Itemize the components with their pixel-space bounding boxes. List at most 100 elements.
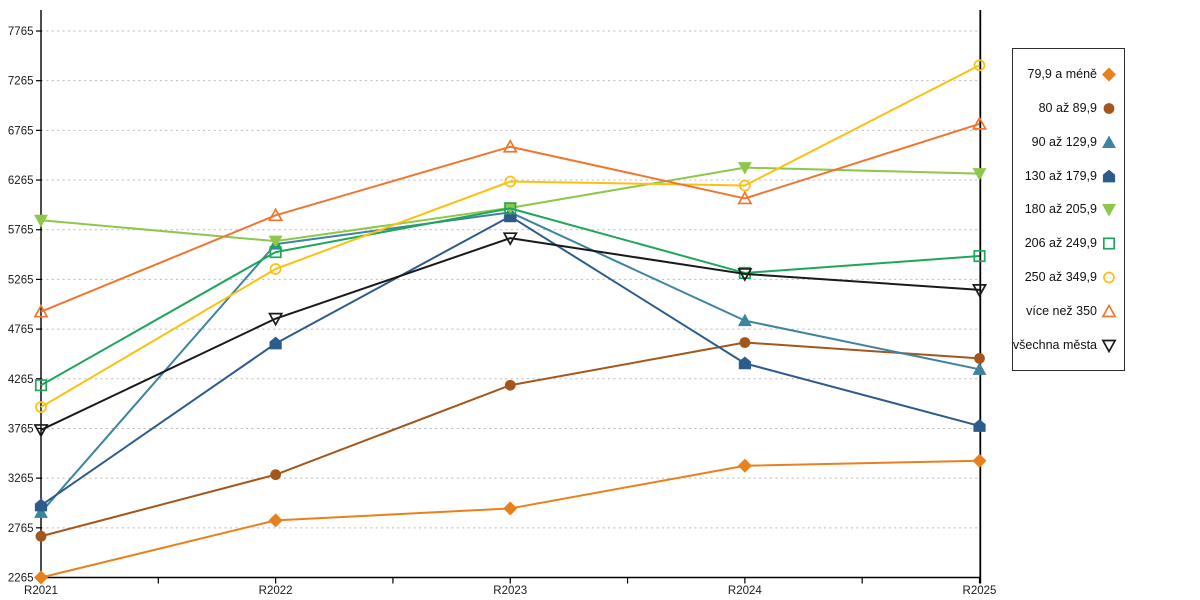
legend-item-label: 80 až 89,9 bbox=[1038, 100, 1097, 115]
series-triangle-down bbox=[34, 162, 987, 249]
circle-open-marker-icon bbox=[1103, 271, 1115, 284]
series-line bbox=[40, 122, 980, 313]
square-open-marker-icon bbox=[504, 202, 517, 215]
series-diamond bbox=[33, 453, 987, 585]
circle-marker-icon bbox=[1103, 102, 1115, 114]
circle-open-marker-icon bbox=[504, 175, 517, 188]
triangle-down-open-marker-icon bbox=[268, 312, 284, 327]
legend-item: 79,9 a méně bbox=[1016, 66, 1117, 82]
y-axis-tick-label: 2265 bbox=[8, 573, 34, 585]
series-triangle-down-open bbox=[33, 232, 988, 438]
circle-marker-icon bbox=[1103, 102, 1115, 114]
triangle-up-marker-icon bbox=[34, 505, 48, 518]
triangle-up-marker-icon bbox=[1102, 135, 1116, 148]
y-axis-tick-label: 3765 bbox=[8, 423, 34, 435]
y-axis-tick-label: 5765 bbox=[8, 225, 34, 237]
triangle-up-marker-icon bbox=[737, 313, 752, 327]
triangle-down-marker-icon bbox=[1102, 204, 1116, 217]
x-axis-tick-label: R2021 bbox=[24, 585, 58, 597]
x-axis: R2021 R2022 R2023 R2024 R2025 bbox=[24, 577, 997, 597]
axes bbox=[40, 10, 982, 584]
series-circle bbox=[35, 337, 985, 542]
y-axis: 2265 2765 3265 3765 4265 4765 5265 5765 6265 6765… bbox=[8, 26, 42, 585]
triangle-down-marker-icon bbox=[972, 168, 987, 181]
series-circle-open bbox=[35, 59, 986, 413]
legend-item: 130 až 179,9 bbox=[1016, 168, 1117, 184]
series-line bbox=[40, 237, 980, 431]
triangle-up-open-marker-icon bbox=[1101, 303, 1117, 318]
series-line bbox=[40, 207, 980, 387]
y-axis-tick-label: 6265 bbox=[8, 175, 34, 187]
triangle-down-open-marker-icon bbox=[33, 424, 49, 438]
square-open-marker-icon bbox=[34, 379, 48, 392]
y-axis-tick-label: 5265 bbox=[8, 274, 34, 286]
circle-marker-icon bbox=[35, 530, 47, 542]
y-axis-tick-label: 4265 bbox=[8, 374, 34, 386]
triangle-up-open-marker-icon bbox=[971, 116, 988, 130]
legend-item: 250 až 349,9 bbox=[1016, 269, 1117, 285]
triangle-down-marker-icon bbox=[1102, 204, 1116, 217]
x-axis-tick-label: R2022 bbox=[259, 585, 293, 597]
legend-item-label: 206 až 249,9 bbox=[1024, 236, 1097, 251]
legend-item: 206 až 249,9 bbox=[1016, 235, 1117, 251]
series-line bbox=[40, 64, 980, 408]
circle-marker-icon bbox=[739, 337, 751, 348]
legend-item-label: více než 350 bbox=[1026, 304, 1097, 319]
triangle-down-marker-icon bbox=[268, 235, 283, 249]
legend-item-label: 180 až 205,9 bbox=[1024, 202, 1097, 217]
circle-open-marker-icon bbox=[973, 59, 986, 72]
triangle-down-marker-icon bbox=[737, 162, 752, 175]
square-open-marker-icon bbox=[269, 246, 282, 259]
triangle-up-open-marker-icon bbox=[33, 303, 49, 318]
diamond-marker-icon bbox=[972, 453, 987, 468]
pentagon-marker-icon bbox=[269, 336, 282, 350]
triangle-down-open-marker-icon bbox=[502, 232, 518, 246]
circle-marker-icon bbox=[974, 353, 985, 364]
triangle-up-open-marker-icon bbox=[1101, 303, 1117, 318]
triangle-down-open-marker-icon bbox=[737, 268, 753, 282]
y-axis-tick-label: 6765 bbox=[8, 125, 34, 137]
triangle-up-open-marker-icon bbox=[502, 139, 518, 153]
circle-open-marker-icon bbox=[739, 179, 751, 192]
circle-open-marker-icon bbox=[35, 401, 47, 413]
legend-item: 90 až 129,9 bbox=[1016, 134, 1117, 150]
triangle-up-marker-icon bbox=[972, 362, 987, 375]
square-open-marker-icon bbox=[973, 250, 986, 263]
square-open-marker-icon bbox=[1102, 237, 1116, 250]
series-line bbox=[40, 215, 980, 507]
triangle-up-marker-icon bbox=[1102, 135, 1116, 148]
diamond-marker-icon bbox=[1101, 67, 1117, 82]
diamond-marker-icon bbox=[503, 501, 518, 516]
legend-item: všechna města bbox=[1012, 337, 1117, 353]
chart-legend: 79,9 a méně 80 až 89,9 90 až 129,9 130 a… bbox=[1012, 48, 1125, 371]
y-axis-tick-label: 2765 bbox=[8, 523, 34, 535]
y-axis-tick-label: 3265 bbox=[8, 473, 34, 485]
square-open-marker-icon bbox=[1102, 237, 1116, 250]
diamond-marker-icon bbox=[33, 570, 49, 585]
circle-open-marker-icon bbox=[1103, 271, 1115, 284]
diamond-marker-icon bbox=[1101, 67, 1117, 82]
series-triangle-up-open bbox=[33, 116, 988, 318]
legend-item-label: 250 až 349,9 bbox=[1024, 270, 1097, 285]
legend-item-label: 130 až 179,9 bbox=[1024, 168, 1097, 183]
pentagon-marker-icon bbox=[34, 498, 48, 512]
triangle-down-open-marker-icon bbox=[1101, 339, 1117, 353]
x-axis-tick-label: R2025 bbox=[963, 585, 997, 597]
legend-item-label: všechna města bbox=[1012, 337, 1097, 352]
y-axis-tick-label: 7765 bbox=[8, 26, 34, 38]
legend-item: více než 350 bbox=[1016, 303, 1117, 319]
x-axis-tick-label: R2024 bbox=[728, 585, 762, 597]
legend-item: 80 až 89,9 bbox=[1016, 100, 1117, 116]
diamond-marker-icon bbox=[737, 458, 752, 473]
diamond-marker-icon bbox=[268, 513, 283, 528]
pentagon-marker-icon bbox=[973, 419, 986, 432]
legend-item-label: 90 až 129,9 bbox=[1031, 134, 1097, 149]
series-square-open bbox=[34, 202, 986, 392]
series-triangle-up bbox=[34, 205, 987, 518]
series-pentagon bbox=[34, 209, 986, 512]
legend-item-label: 79,9 a méně bbox=[1027, 66, 1098, 81]
circle-marker-icon bbox=[504, 379, 516, 391]
x-axis-tick-label: R2023 bbox=[493, 585, 527, 597]
